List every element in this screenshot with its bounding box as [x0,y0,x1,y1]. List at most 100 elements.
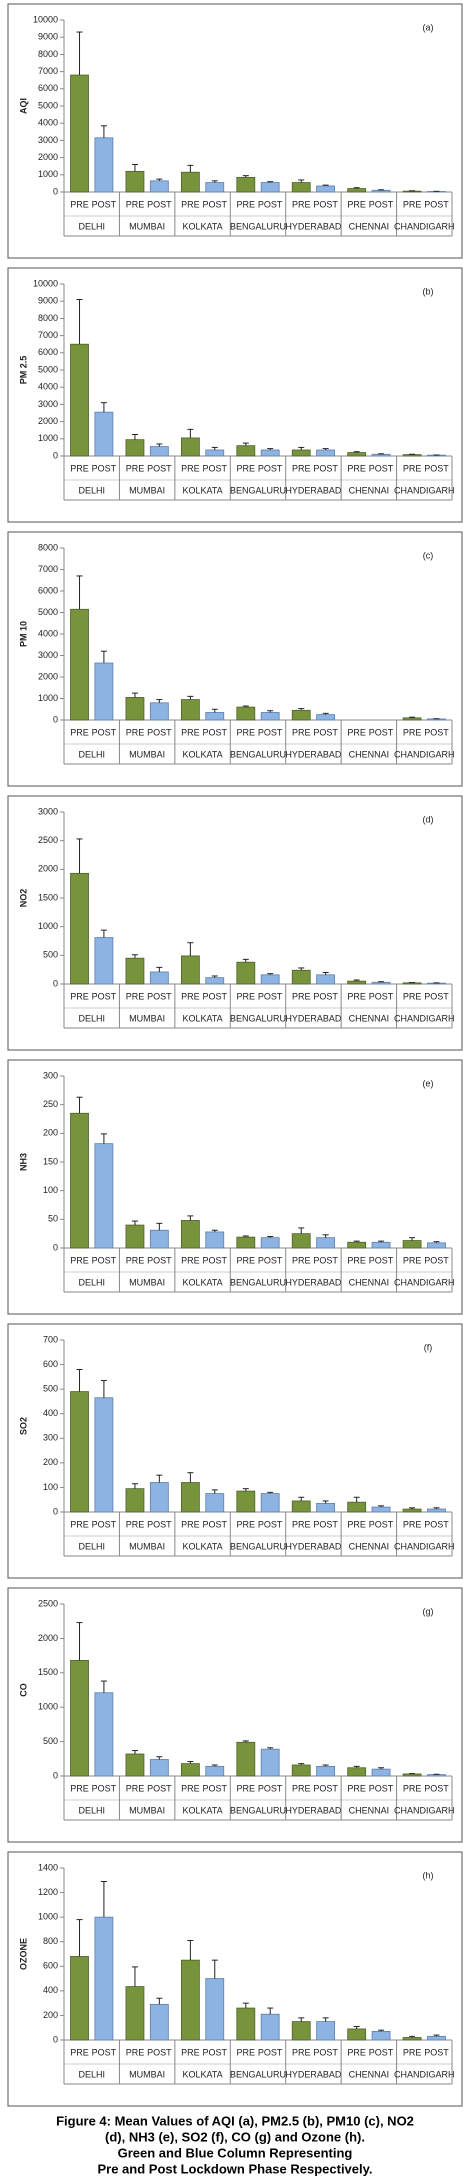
y-tick-label: 1000 [38,1702,58,1712]
y-tick-label: 1500 [38,1667,58,1677]
series-tick-label: PRE [181,1783,200,1793]
bar [260,182,280,193]
y-axis-label: CO [18,1683,28,1697]
y-tick-label: 200 [43,1128,58,1138]
series-tick-label: PRE [292,991,311,1001]
series-tick-label: POST [92,1519,117,1529]
panel-border [7,267,463,523]
series-tick-label: POST [369,1519,394,1529]
series-tick-label: POST [313,1255,338,1265]
series-tick-label: PRE [347,1519,366,1529]
series-tick-label: PRE [237,727,256,737]
bar [316,449,336,457]
caption-line: Pre and Post Lockdown Phase Respectively… [97,2161,372,2176]
series-tick-label: POST [424,991,449,1001]
series-tick-label: POST [369,991,394,1001]
bar [149,1759,169,1777]
y-axis-label: NH3 [18,1153,28,1171]
y-tick-label: 100 [43,1185,58,1195]
series-tick-label: POST [258,2047,283,2057]
series-tick-label: PRE [181,2047,200,2057]
series-tick-label: POST [147,1519,172,1529]
y-tick-label: 1000 [38,433,58,443]
y-tick-label: 500 [43,1384,58,1394]
bar [402,1508,422,1513]
bar [70,872,89,985]
series-tick-label: PRE [403,199,422,209]
y-tick-label: 0 [53,450,58,460]
y-tick-label: 10000 [33,278,58,288]
bar [149,180,169,193]
bar [70,343,89,457]
bar [402,717,422,721]
bar [180,1763,200,1777]
y-tick-label: 5000 [38,607,58,617]
bar [94,1692,114,1777]
bar [316,974,336,985]
bar [70,1956,89,2041]
series-tick-label: POST [147,199,172,209]
series-tick-label: PRE [292,1255,311,1265]
x-category-label: MUMBAI [129,1805,165,1815]
panel-label: (b) [423,286,434,296]
x-category-label: CHENNAI [349,221,390,231]
bar [125,170,145,193]
y-tick-label: 1000 [38,921,58,931]
series-tick-label: PRE [292,1783,311,1793]
y-tick-label: 200 [43,1457,58,1467]
x-category-label: BENGALURU [230,1013,286,1023]
y-tick-label: 0 [53,186,58,196]
series-tick-label: POST [92,2047,117,2057]
bar [427,1508,446,1513]
y-axis-label: SO2 [18,1417,28,1435]
y-tick-label: 6000 [38,585,58,595]
series-tick-label: POST [258,991,283,1001]
y-tick-label: 0 [53,1506,58,1516]
bar [180,1959,200,2041]
x-category-label: CHANDIGARH [394,1013,455,1023]
x-category-label: MUMBAI [129,1013,165,1023]
bar [260,974,280,985]
y-axis-label: PM 10 [18,621,28,647]
series-tick-label: PRE [126,1255,145,1265]
x-category-label: DELHI [78,1277,105,1287]
x-category-label: BENGALURU [230,1805,286,1815]
series-tick-label: POST [369,727,394,737]
y-tick-label: 200 [43,2010,58,2020]
panel-border [7,1059,463,1315]
bar [180,437,200,457]
series-tick-label: PRE [403,1783,422,1793]
y-tick-label: 0 [53,2034,58,2044]
y-tick-label: 4000 [38,382,58,392]
bar [236,2007,256,2041]
series-tick-label: PRE [403,463,422,473]
bar [125,697,145,721]
series-tick-label: POST [258,463,283,473]
series-tick-label: POST [313,463,338,473]
x-category-label: CHANDIGARH [394,1541,455,1551]
bar [205,1765,225,1777]
panel-border [7,531,463,787]
x-category-label: CHENNAI [349,1013,390,1023]
series-tick-label: POST [424,2047,449,2057]
series-tick-label: POST [92,1255,117,1265]
y-tick-label: 300 [43,1433,58,1443]
y-tick-label: 300 [43,1070,58,1080]
caption-line: Figure 4: Mean Values of AQI (a), PM2.5 … [56,2113,414,2128]
caption-line: Green and Blue Column Representing [118,2145,353,2160]
bar [291,1764,311,1777]
series-tick-label: PRE [70,463,89,473]
bar [402,1240,422,1249]
y-tick-label: 2000 [38,671,58,681]
series-tick-label: POST [258,1519,283,1529]
bar [291,969,311,985]
y-tick-label: 10000 [33,14,58,24]
series-tick-label: PRE [237,2047,256,2057]
series-tick-label: POST [203,727,228,737]
series-tick-label: POST [147,2047,172,2057]
bar [291,449,311,457]
series-tick-label: POST [369,1255,394,1265]
bar [125,1224,145,1249]
x-category-label: DELHI [78,2069,105,2079]
